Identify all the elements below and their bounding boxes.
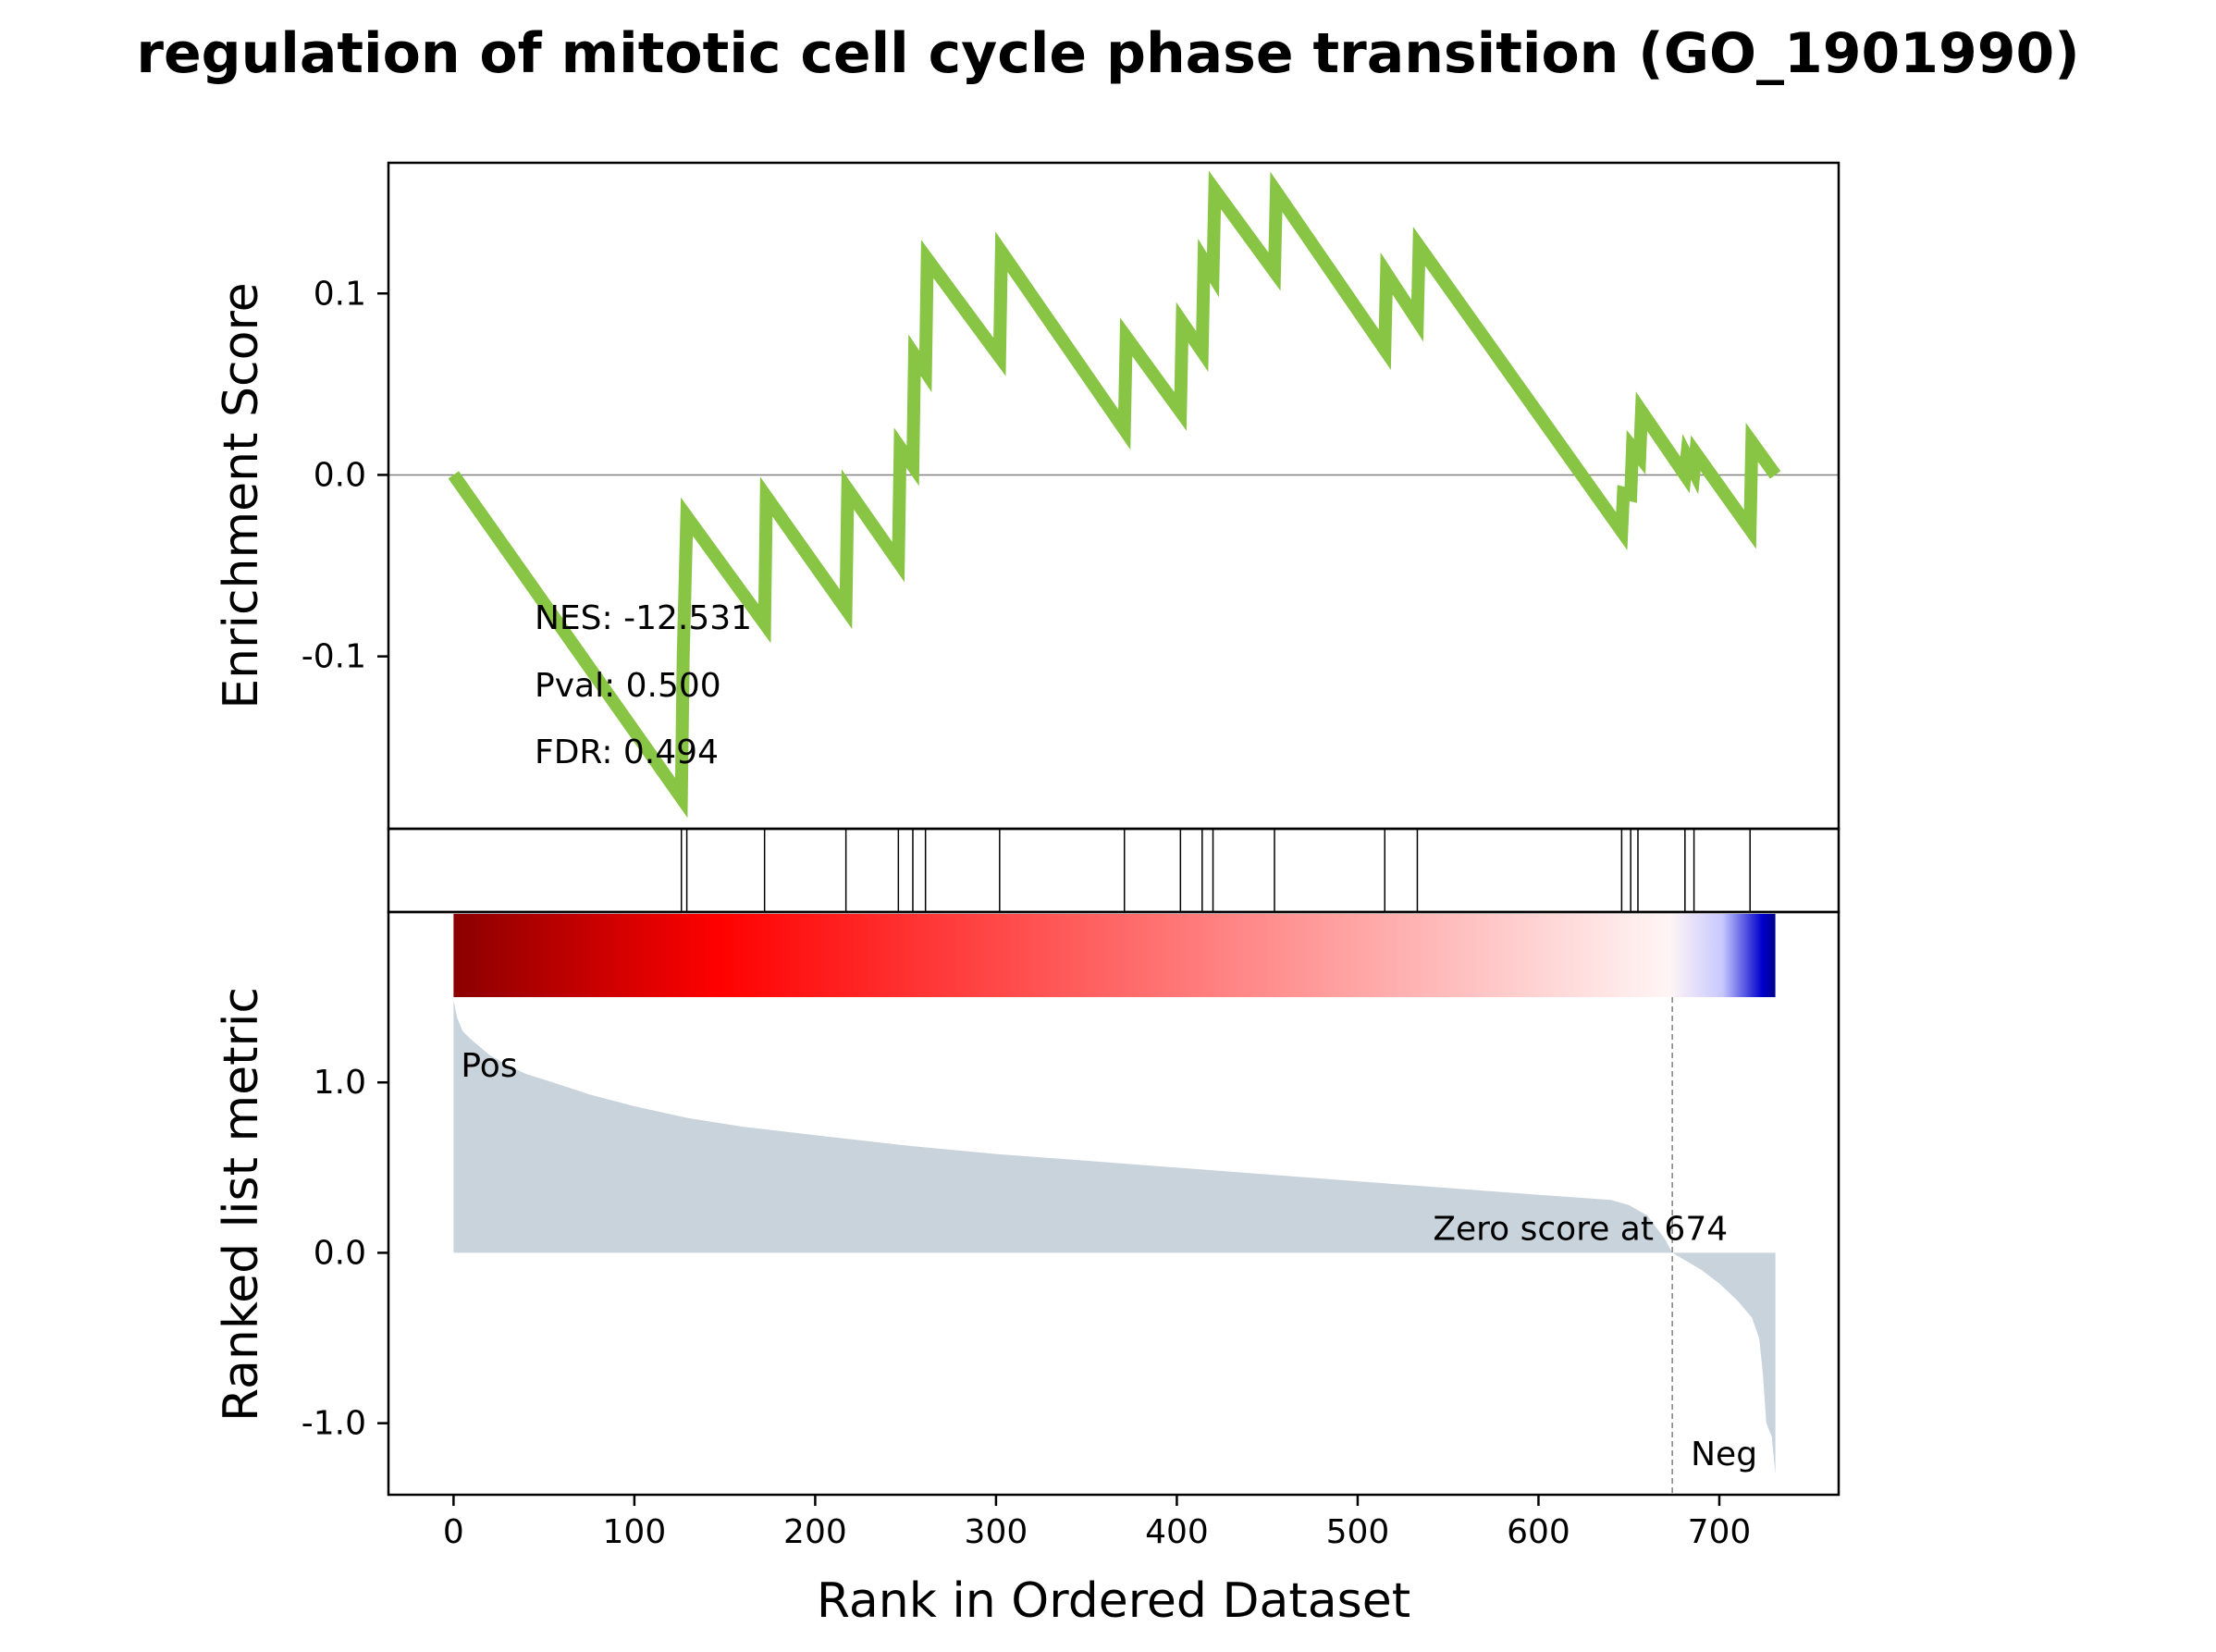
x-tick-label: 0 [443, 1513, 464, 1551]
x-tick-label: 100 [603, 1513, 667, 1551]
ranked-metric-panel: Zero score at 674 Pos Neg 1.0 0.0 -1.0 [302, 910, 1841, 1497]
hits-panel [387, 827, 1841, 914]
pos-label: Pos [461, 1047, 517, 1085]
fdr-stat: FDR: 0.494 [535, 734, 719, 771]
rank-colorbar [453, 914, 1776, 997]
ranked-metric-frame [387, 910, 1841, 1497]
es-y-tick-label: 0.0 [314, 456, 366, 494]
chart-title: regulation of mitotic cell cycle phase t… [136, 21, 2079, 86]
x-tick-label: 300 [965, 1513, 1028, 1551]
ranked-metric-area [453, 1000, 1776, 1474]
ranked-metric-label: Ranked list metric [214, 987, 269, 1422]
enrichment-score-label: Enrichment Score [214, 282, 269, 709]
pval-stat: Pval: 0.500 [535, 667, 721, 705]
neg-label: Neg [1691, 1436, 1757, 1473]
es-y-tick-label: 0.1 [314, 275, 366, 313]
metric-y-tick-label: 1.0 [314, 1064, 366, 1102]
x-axis-label: Rank in Ordered Dataset [817, 1573, 1410, 1629]
es-y-tick-label: -0.1 [302, 638, 366, 676]
x-tick-label: 700 [1688, 1513, 1752, 1551]
enrichment-panel: 0.1 0.0 -0.1 NES: -12.531 Pval: 0.500 FDR:… [302, 161, 1841, 831]
metric-y-tick-label: 0.0 [314, 1234, 366, 1272]
metric-y-tick-label: -1.0 [302, 1405, 366, 1443]
x-tick-label: 600 [1507, 1513, 1570, 1551]
x-tick-label: 400 [1145, 1513, 1209, 1551]
x-tick-label: 200 [783, 1513, 847, 1551]
enrichment-score-line [448, 170, 1781, 819]
zero-score-label: Zero score at 674 [1433, 1210, 1728, 1248]
x-tick-label: 500 [1326, 1513, 1390, 1551]
nes-stat: NES: -12.531 [535, 599, 752, 637]
